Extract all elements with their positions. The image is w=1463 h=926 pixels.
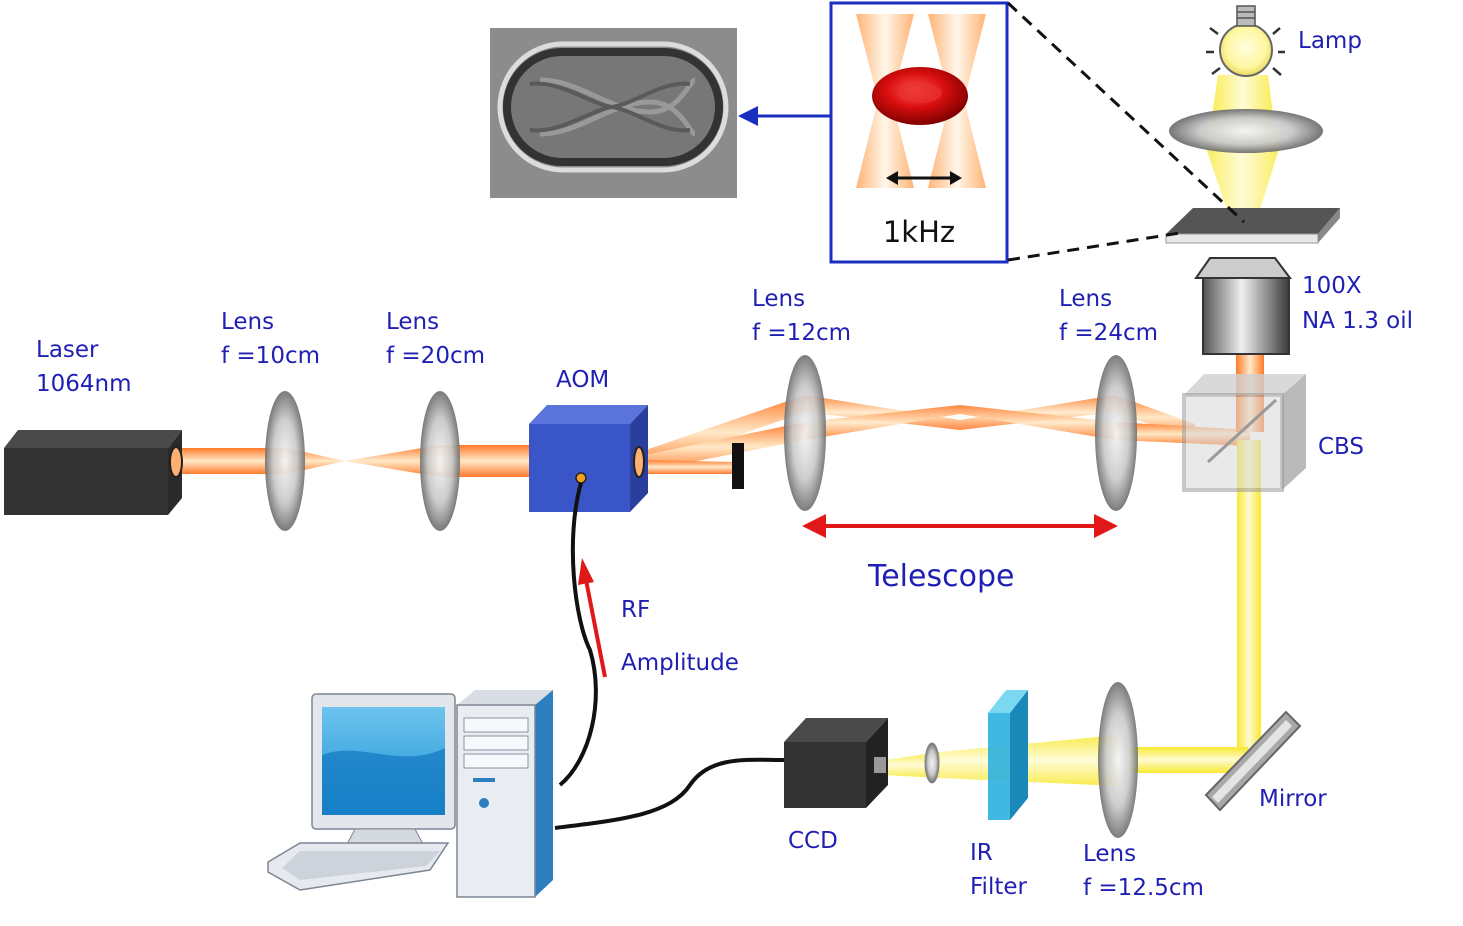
laser-label: Laser [36,337,99,363]
ir-filter [988,690,1028,820]
ccd-camera [784,718,888,808]
sample-slide [1165,208,1340,244]
lens1-focal-label: f =10cm [221,343,320,369]
lens2-label: Lens [386,309,439,335]
aom-label: AOM [556,367,609,393]
zoom-line-top [1006,1,1246,224]
cube-beam-splitter [1182,374,1306,492]
beam-block [732,443,744,489]
telescope-arrow [802,514,1118,538]
ccd-label: CCD [788,828,838,854]
amplitude-label: Amplitude [621,650,739,676]
lens1-label: Lens [221,309,274,335]
small-lens [924,742,940,784]
mirror-label: Mirror [1259,786,1327,812]
lens-12-5cm [1098,682,1138,838]
filter-label: Filter [970,874,1028,900]
ir-label: IR [970,840,993,866]
rf-amplitude-arrow [578,558,607,678]
lamp-label: Lamp [1298,28,1362,54]
lens3-focal-label: f =12cm [752,320,851,346]
lens-20cm [420,391,460,531]
aom-device [529,405,648,512]
lens4-focal-label: f =24cm [1059,320,1158,346]
cell-micrograph [490,28,737,198]
trap-inset: 1kHz [829,1,1009,264]
lamp-bulb-icon [1206,5,1285,77]
laser-source [4,430,183,515]
mirror [1204,710,1302,812]
telescope-label: Telescope [867,559,1014,594]
condenser-lens [1169,109,1323,153]
inset-frequency-label: 1kHz [883,215,955,249]
lens5-focal-label: f =12.5cm [1083,875,1204,901]
lens-24cm [1095,355,1137,511]
objective-na-label: NA 1.3 oil [1302,308,1413,334]
lens4-label: Lens [1059,286,1112,312]
computer-icon [267,690,553,898]
laser-wavelength-label: 1064nm [36,371,132,397]
rf-label: RF [621,597,650,623]
rf-cable [558,482,598,787]
lens3-label: Lens [752,286,805,312]
lens-10cm [265,391,305,531]
ccd-cable [554,757,785,830]
lens-12cm [784,355,826,511]
objective-mag-label: 100X [1302,273,1362,299]
lens2-focal-label: f =20cm [386,343,485,369]
cbs-label: CBS [1318,434,1364,460]
zoom-line-bottom [1007,231,1181,262]
objective-lens [1194,257,1292,355]
lens5-label: Lens [1083,841,1136,867]
